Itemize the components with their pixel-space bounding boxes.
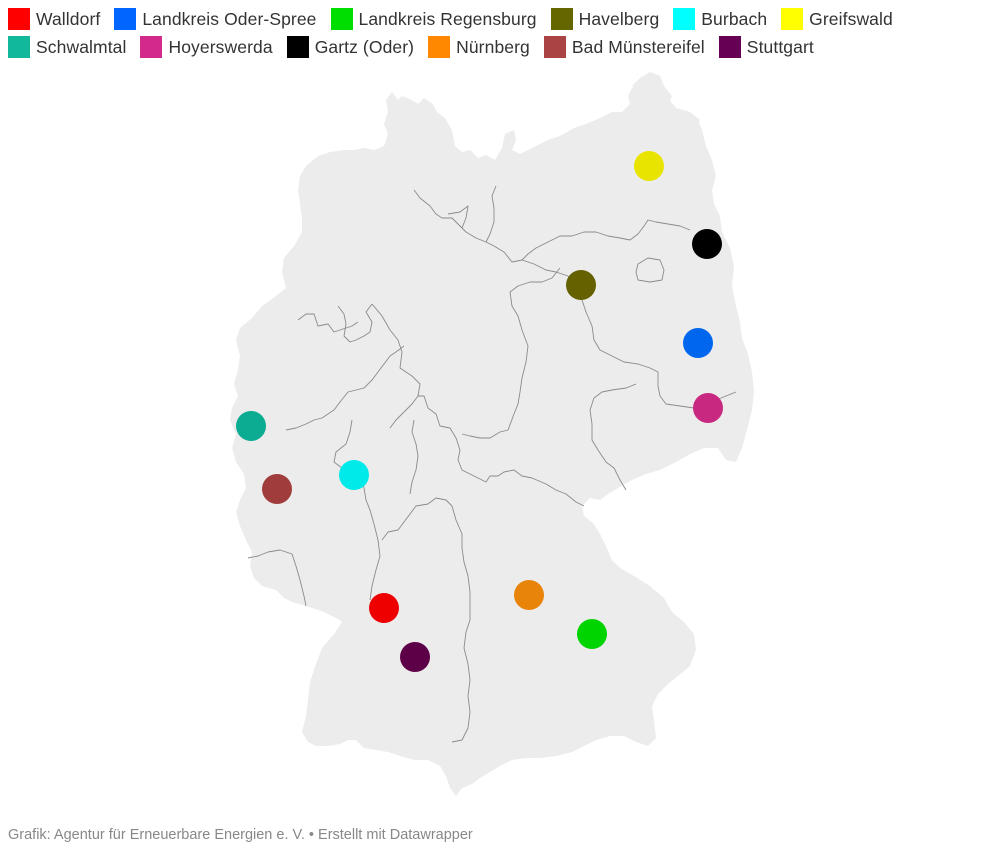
legend-label: Gartz (Oder)	[314, 36, 415, 57]
legend-swatch	[543, 36, 566, 58]
state-border	[485, 185, 497, 243]
germany-map-svg	[230, 72, 754, 796]
legend-label: Schwalmtal	[36, 36, 127, 57]
state-border	[409, 419, 419, 495]
legend-swatch	[8, 8, 30, 30]
marker-hoyerswerda[interactable]	[693, 393, 723, 423]
state-border	[589, 383, 637, 491]
state-border	[369, 523, 381, 601]
marker-burbach[interactable]	[339, 460, 369, 490]
legend-label: Landkreis Oder-Spree	[142, 8, 317, 29]
legend: Walldorf Landkreis Oder-Spree Landkreis …	[8, 8, 978, 58]
state-border	[337, 303, 373, 343]
legend-item-hoyerswerda[interactable]: Hoyerswerda	[140, 36, 273, 58]
marker-landkreis-regensburg[interactable]	[577, 619, 607, 649]
state-border	[285, 345, 405, 431]
legend-label: Burbach	[701, 8, 768, 29]
state-border	[381, 497, 471, 743]
map[interactable]	[0, 70, 983, 810]
legend-item-nuernberg[interactable]: Nürnberg	[428, 36, 530, 58]
legend-item-stuttgart[interactable]: Stuttgart	[718, 36, 814, 58]
legend-item-schwalmtal[interactable]: Schwalmtal	[8, 36, 126, 58]
state-border	[297, 313, 359, 333]
legend-label: Greifswald	[809, 8, 893, 29]
legend-swatch	[673, 8, 696, 30]
legend-item-bad-muenstereifel[interactable]: Bad Münstereifel	[543, 36, 705, 58]
legend-item-burbach[interactable]: Burbach	[673, 8, 767, 30]
state-border	[521, 219, 691, 261]
marker-greifswald[interactable]	[634, 151, 664, 181]
legend-label: Havelberg	[578, 8, 660, 29]
legend-item-greifswald[interactable]: Greifswald	[781, 8, 893, 30]
legend-item-walldorf[interactable]: Walldorf	[8, 8, 100, 30]
legend-swatch	[140, 36, 163, 58]
legend-item-gartz-oder[interactable]: Gartz (Oder)	[286, 36, 415, 58]
legend-label: Nürnberg	[456, 36, 530, 57]
state-border	[371, 303, 421, 429]
state-border	[461, 413, 515, 439]
legend-swatch	[286, 36, 309, 58]
legend-swatch	[330, 8, 353, 30]
marker-havelberg[interactable]	[566, 270, 596, 300]
legend-label: Bad Münstereifel	[571, 36, 705, 57]
state-border	[635, 257, 665, 283]
island-usedom	[676, 108, 700, 128]
island-ruegen	[632, 72, 672, 104]
legend-item-landkreis-oder-spree[interactable]: Landkreis Oder-Spree	[114, 8, 316, 30]
marker-schwalmtal[interactable]	[236, 411, 266, 441]
marker-bad-muenstereifel[interactable]	[262, 474, 292, 504]
legend-swatch	[428, 36, 451, 58]
legend-swatch	[718, 36, 741, 58]
legend-item-havelberg[interactable]: Havelberg	[550, 8, 660, 30]
legend-swatch	[114, 8, 137, 30]
legend-label: Hoyerswerda	[168, 36, 273, 57]
state-border	[447, 205, 469, 229]
marker-walldorf[interactable]	[369, 593, 399, 623]
state-border	[418, 395, 585, 507]
legend-swatch	[550, 8, 573, 30]
state-border	[247, 549, 307, 607]
legend-swatch	[8, 36, 30, 58]
legend-swatch	[781, 8, 804, 30]
footer-credit: Grafik: Agentur für Erneuerbare Energien…	[8, 827, 473, 843]
state-border	[413, 189, 569, 277]
marker-gartz-oder[interactable]	[692, 229, 722, 259]
marker-nuernberg[interactable]	[514, 580, 544, 610]
legend-label: Stuttgart	[746, 36, 814, 57]
germany-land	[230, 76, 754, 796]
legend-label: Walldorf	[36, 8, 101, 29]
marker-stuttgart[interactable]	[400, 642, 430, 672]
state-border	[509, 267, 561, 415]
legend-label: Landkreis Regensburg	[358, 8, 537, 29]
marker-landkreis-oder-spree[interactable]	[683, 328, 713, 358]
legend-item-landkreis-regensburg[interactable]: Landkreis Regensburg	[330, 8, 537, 30]
